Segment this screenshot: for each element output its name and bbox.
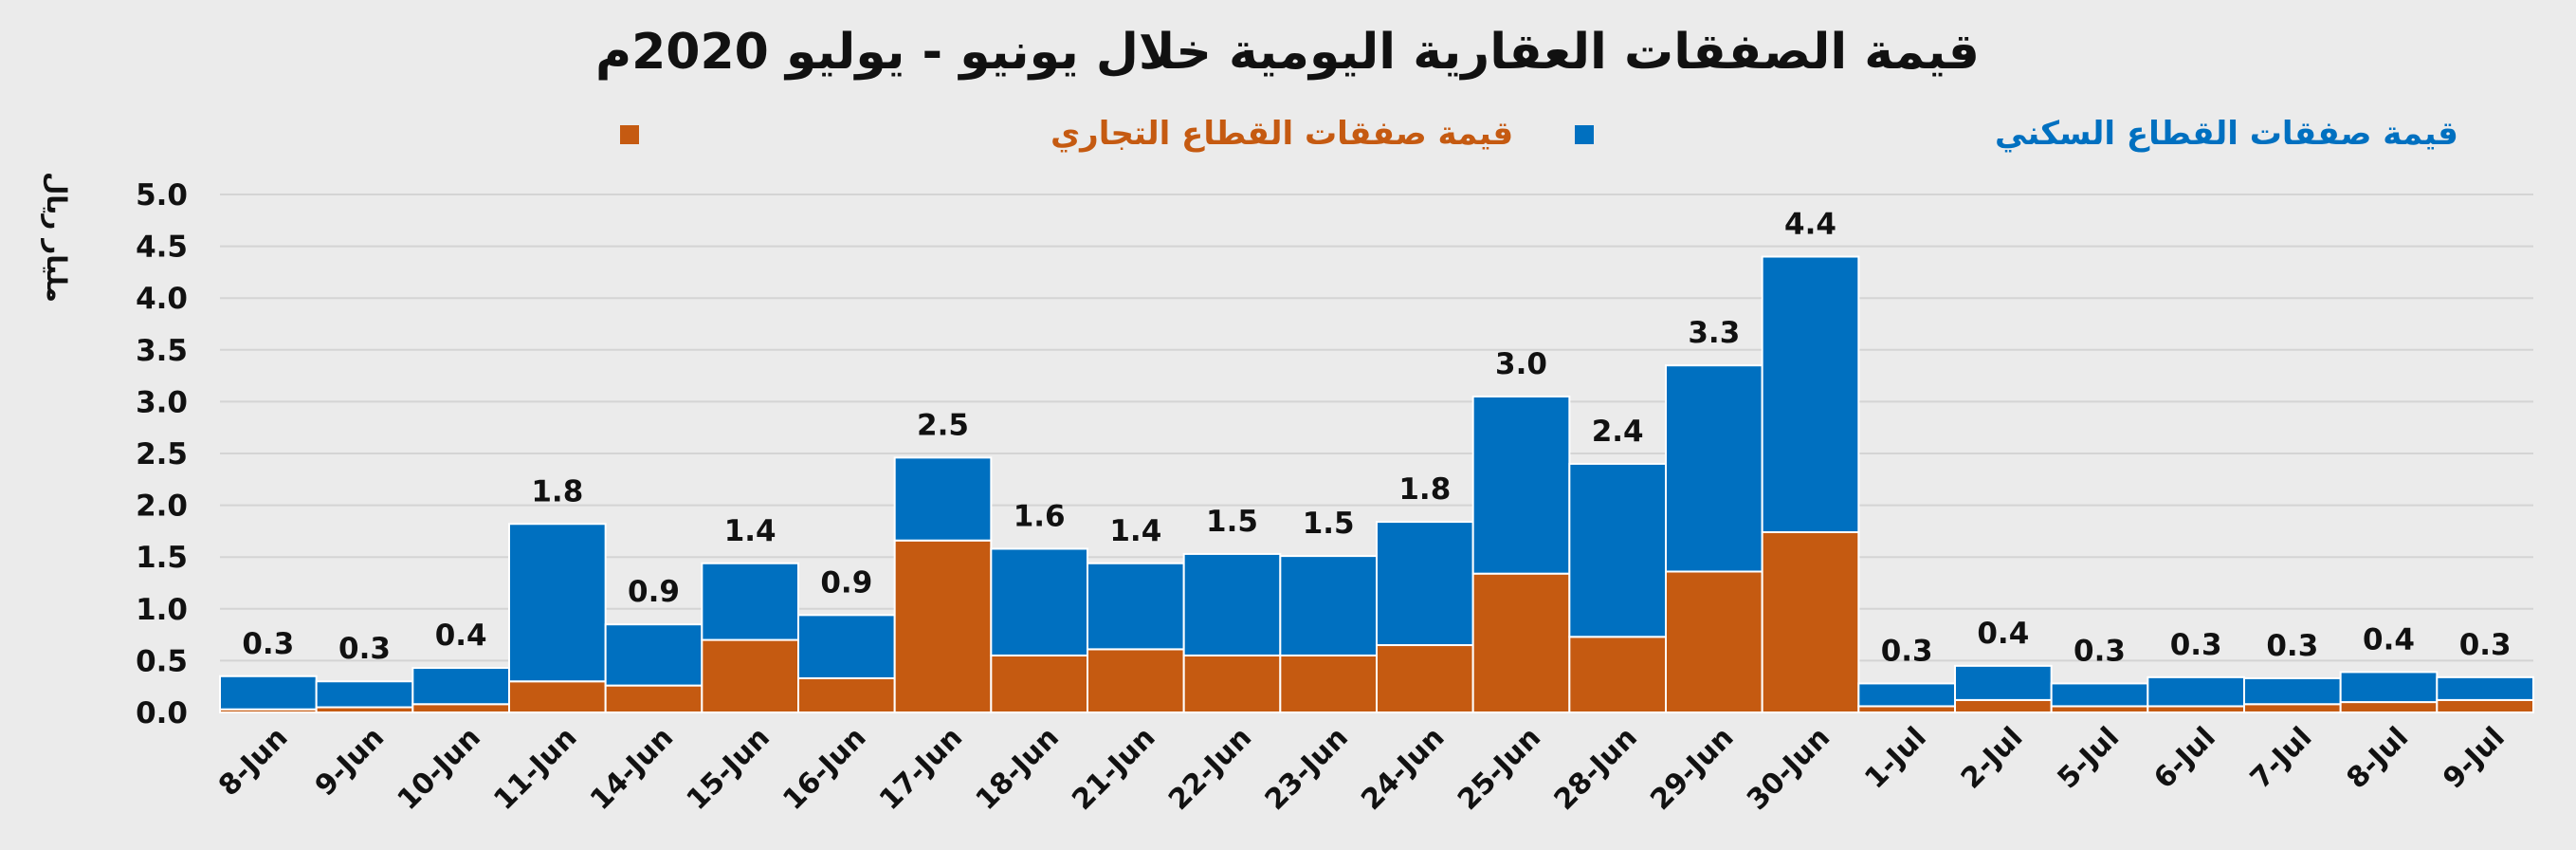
bar-commercial — [1087, 648, 1185, 713]
bar-commercial — [797, 676, 896, 713]
bar-total-label: 0.3 — [2074, 634, 2126, 668]
bar-residential — [411, 667, 511, 706]
bar-total-label: 2.5 — [917, 408, 969, 442]
bar-total-label: 0.4 — [1977, 617, 2029, 651]
bar-total-label: 3.0 — [1495, 347, 1547, 381]
bar-commercial — [1761, 530, 1860, 713]
bar-commercial — [2436, 698, 2534, 713]
bar-residential — [797, 614, 896, 679]
bar-total-label: 0.9 — [820, 565, 872, 600]
y-tick-label: 3.0 — [136, 385, 188, 419]
bar-total-label: 1.5 — [1206, 505, 1258, 539]
bar-total-label: 1.4 — [724, 514, 776, 548]
bar-residential — [1761, 255, 1860, 533]
bar-residential — [315, 680, 414, 709]
bar-residential — [2147, 675, 2245, 708]
bar-total-label: 0.4 — [435, 619, 487, 653]
bar-commercial — [701, 638, 799, 713]
bar-commercial — [604, 684, 703, 713]
y-tick-label: 2.5 — [136, 437, 188, 471]
y-axis-ticks: 0.0 0.5 1.0 1.5 2.0 2.5 3.0 3.5 4.0 4.5 5.0 — [136, 178, 188, 730]
bar-residential — [1279, 555, 1379, 656]
bars — [219, 255, 2534, 714]
bar-total-label: 0.9 — [628, 575, 680, 609]
y-tick-label: 2.0 — [136, 490, 188, 524]
bar-residential — [990, 547, 1089, 656]
chart-title: قيمة الصفقات العقارية اليومية خلال يونيو… — [595, 24, 1980, 81]
bar-total-label: 4.4 — [1784, 208, 1836, 242]
bar-commercial — [1279, 654, 1379, 714]
y-tick-label: 5.0 — [136, 178, 188, 212]
bar-residential — [1087, 562, 1185, 651]
bar-total-label: 0.3 — [1881, 634, 1933, 668]
bar-total-label: 1.4 — [1109, 514, 1161, 548]
bar-residential — [1471, 395, 1571, 575]
bar-total-label: 1.8 — [1398, 472, 1451, 507]
bar-residential — [1568, 462, 1668, 638]
y-tick-label: 4.0 — [136, 282, 188, 316]
bar-total-label: 1.6 — [1014, 499, 1066, 533]
y-tick-label: 0.0 — [136, 696, 188, 730]
bar-residential — [701, 562, 799, 641]
bar-commercial — [1376, 644, 1474, 714]
bar-commercial — [411, 703, 511, 713]
bar-total-label: 1.5 — [1303, 507, 1355, 541]
bar-residential — [1376, 521, 1474, 647]
bar-residential — [1665, 364, 1763, 573]
bar-commercial — [1665, 570, 1763, 713]
bar-total-label: 3.3 — [1688, 316, 1740, 350]
legend-item-commercial: قيمة صفقات القطاع التجاري — [620, 115, 1513, 153]
bar-total-label: 0.3 — [2459, 628, 2512, 662]
bar-residential — [219, 674, 318, 711]
total-labels: 0.3 0.3 0.4 1.8 0.9 1.4 0.9 2.5 1.6 1.4 1.5 1.5 1.8 3… — [242, 208, 2511, 669]
y-tick-label: 1.0 — [136, 593, 188, 627]
legend-label-commercial: قيمة صفقات القطاع التجاري — [1050, 115, 1513, 153]
bar-commercial — [990, 654, 1089, 714]
bar-residential — [2243, 676, 2342, 706]
bar-residential — [1182, 552, 1282, 656]
bar-residential — [1954, 664, 2053, 701]
bar-commercial — [2243, 703, 2342, 713]
bar-residential — [1857, 682, 1957, 708]
y-tick-label: 3.5 — [136, 334, 188, 368]
bar-residential — [508, 523, 607, 683]
bar-commercial — [1471, 572, 1571, 713]
legend-swatch-residential — [1575, 125, 1594, 144]
bar-total-label: 0.3 — [242, 627, 294, 661]
y-tick-label: 4.5 — [136, 231, 188, 265]
bar-residential — [604, 623, 703, 687]
bar-total-label: 0.4 — [2363, 622, 2415, 656]
bar-commercial — [1954, 698, 2053, 713]
bar-commercial — [1568, 636, 1668, 713]
bar-residential — [893, 456, 993, 542]
bar-commercial — [893, 539, 993, 714]
bar-total-label: 0.3 — [2170, 628, 2222, 662]
bar-total-label: 0.3 — [338, 632, 391, 666]
bar-total-label: 1.8 — [531, 474, 583, 508]
bar-residential — [2050, 682, 2149, 708]
y-tick-label: 0.5 — [136, 644, 188, 678]
legend-swatch-commercial — [620, 125, 639, 144]
bar-commercial — [508, 680, 607, 713]
y-axis-label: مليار ريال — [41, 172, 72, 303]
bar-total-label: 2.4 — [1592, 415, 1644, 449]
bar-residential — [2436, 675, 2534, 701]
legend-item-residential: قيمة صفقات القطاع السكني — [1575, 115, 2458, 153]
legend-label-residential: قيمة صفقات القطاع السكني — [1995, 115, 2458, 153]
y-tick-label: 1.5 — [136, 541, 188, 575]
bar-commercial — [2339, 701, 2439, 714]
bar-total-label: 0.3 — [2266, 629, 2318, 663]
bar-residential — [2339, 671, 2439, 704]
bar-commercial — [1182, 654, 1282, 714]
